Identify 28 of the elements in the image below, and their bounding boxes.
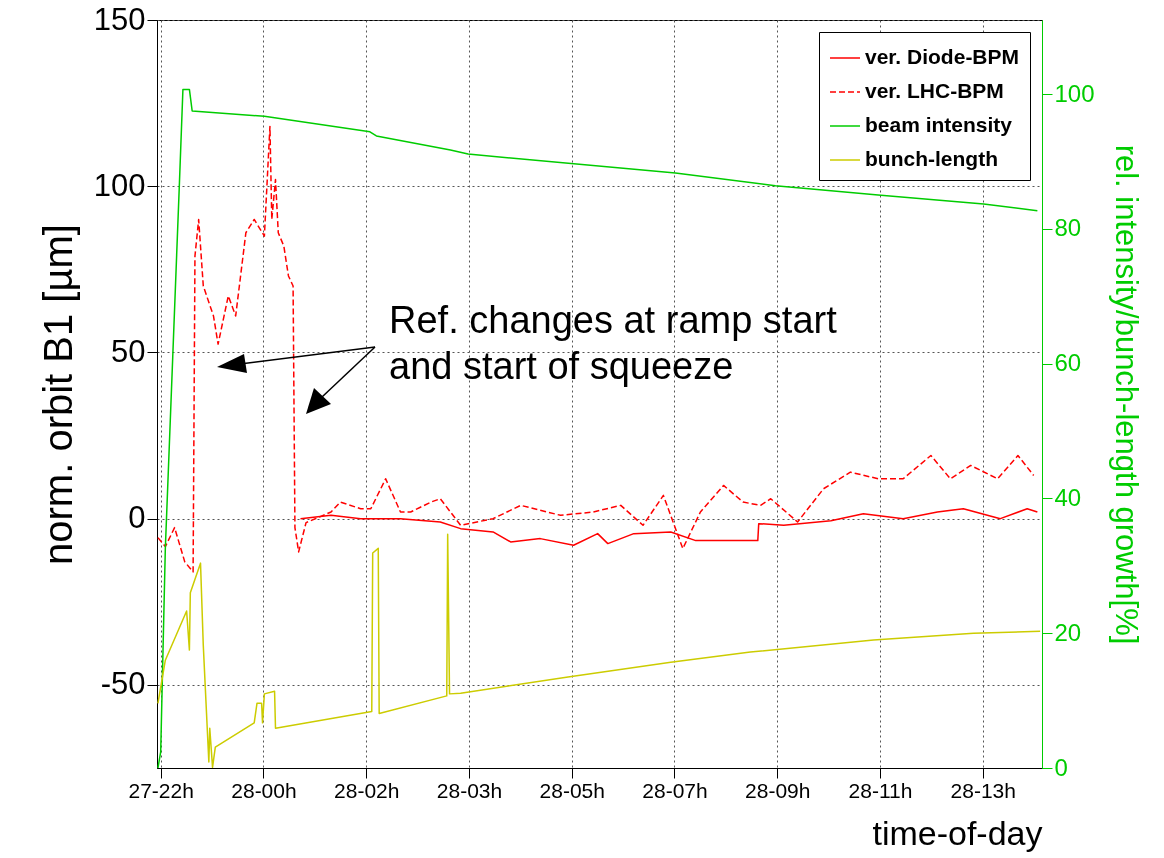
y-tick-label: 50	[111, 333, 146, 369]
legend-label: bunch-length	[865, 147, 998, 170]
legend-label: beam intensity	[865, 113, 1013, 136]
y-tick-label: 0	[128, 500, 146, 536]
y2-tick-label: 20	[1054, 618, 1082, 646]
y-tick-label: -50	[100, 666, 146, 702]
y2-tick-label: 60	[1054, 349, 1082, 377]
annotation: Ref. changes at ramp start and start of squeeze	[389, 299, 838, 387]
y-tick-label: 100	[93, 167, 146, 203]
legend-label: ver. LHC-BPM	[865, 79, 1004, 102]
x-tick-label: 28-05h	[539, 778, 605, 802]
y2-tick-label: 40	[1054, 483, 1082, 511]
x-tick-label: 27-22h	[128, 778, 194, 802]
y2-tick-label: 80	[1054, 214, 1082, 242]
x-tick-label: 28-11h	[848, 778, 913, 802]
y2-tick-label: 100	[1054, 79, 1095, 107]
y-axis-title: norm. orbit B1 [µm]	[35, 224, 80, 565]
x-tick-label: 28-02h	[334, 778, 400, 802]
x-axis-title: time-of-day	[872, 813, 1043, 852]
x-tick-label: 28-03h	[436, 778, 503, 802]
y2-tick-label: 0	[1054, 753, 1068, 781]
y-tick-label: 150	[93, 1, 146, 37]
x-tick-label: 28-09h	[745, 778, 811, 802]
x-tick-label: 28-00h	[231, 778, 297, 802]
x-tick-label: 28-07h	[642, 778, 708, 802]
legend-label: ver. Diode-BPM	[865, 45, 1020, 68]
x-tick-label: 28-13h	[950, 778, 1016, 802]
y2-axis-title: rel. intensity/bunch-length growth[%]	[1108, 144, 1144, 645]
